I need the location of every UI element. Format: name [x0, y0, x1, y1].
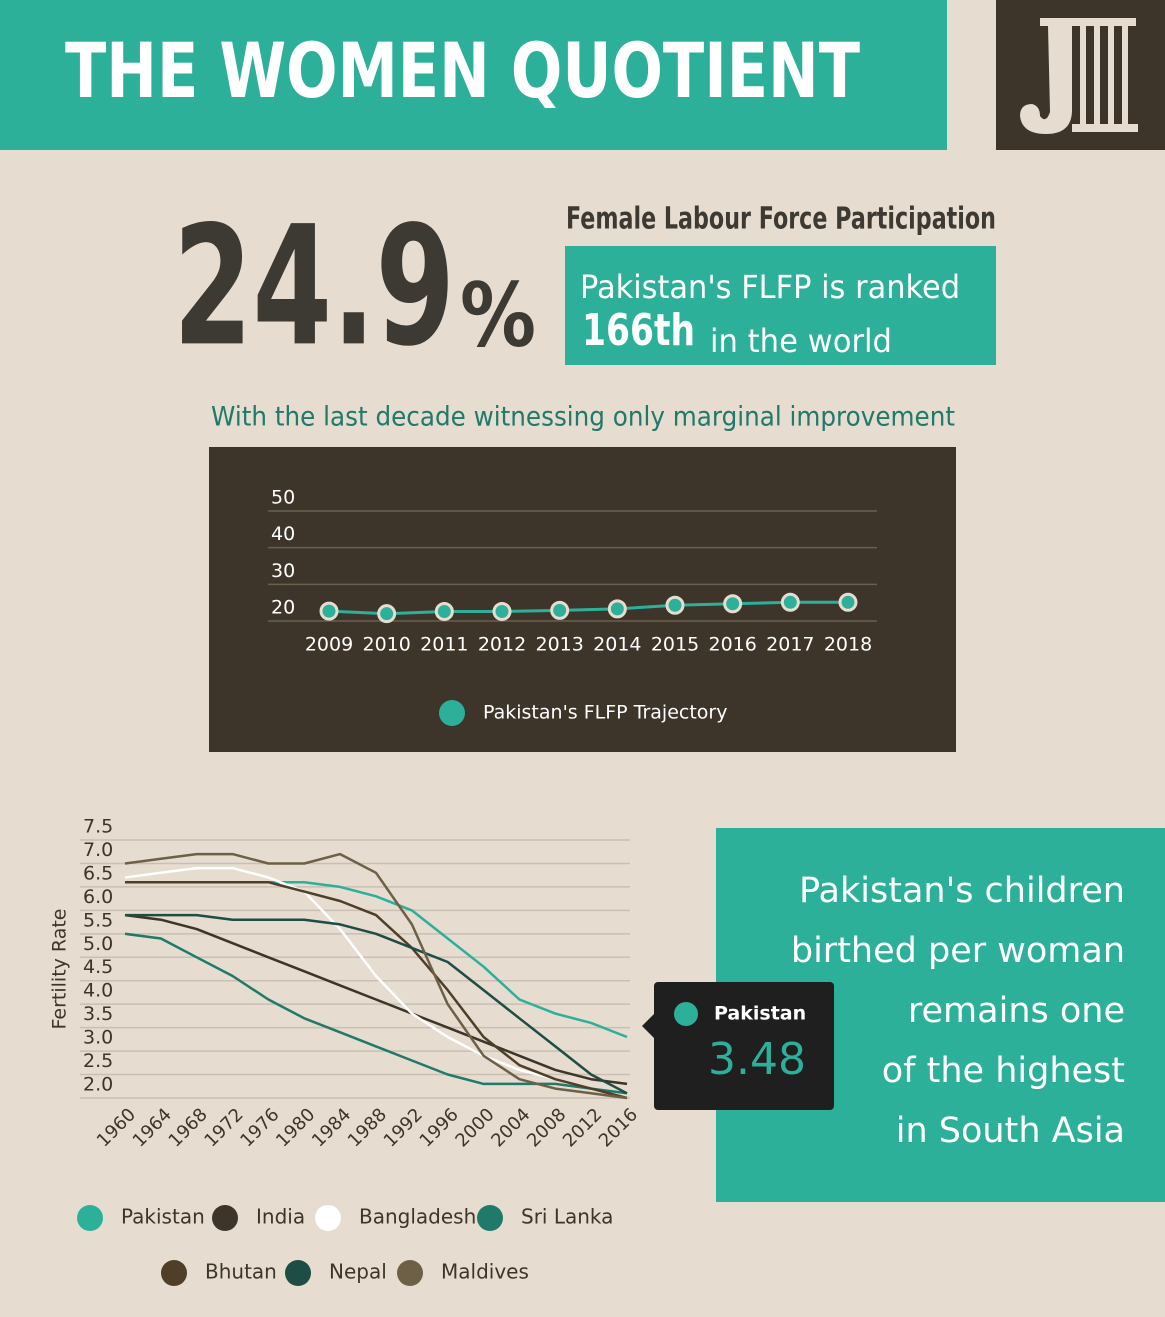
y-tick-label: 4.0	[83, 980, 113, 1002]
data-point	[319, 601, 339, 621]
legend-marker	[161, 1260, 187, 1286]
legend-label: Nepal	[329, 1260, 387, 1284]
logo	[996, 0, 1165, 150]
rank-value: 166th	[582, 305, 695, 356]
x-tick-label: 2017	[766, 634, 814, 656]
tooltip-value: 3.48	[708, 1034, 806, 1085]
data-point	[838, 592, 858, 612]
y-tick-label: 30	[271, 560, 295, 582]
legend-label: Maldives	[441, 1260, 529, 1284]
data-point	[780, 592, 800, 612]
y-tick-label: 50	[271, 487, 295, 509]
x-tick-label: 2013	[535, 634, 583, 656]
y-tick-label: 2.0	[83, 1074, 113, 1096]
y-tick-label: 7.0	[83, 839, 113, 861]
x-tick-label: 2011	[420, 634, 468, 656]
x-tick-label: 2010	[362, 634, 410, 656]
series-line	[125, 880, 628, 1100]
legend-marker	[397, 1260, 423, 1286]
legend-label: Pakistan	[121, 1205, 205, 1229]
legend-marker	[285, 1260, 311, 1286]
legend-marker	[439, 700, 465, 726]
tooltip-pointer	[642, 1014, 654, 1038]
legend-label: Bhutan	[205, 1260, 277, 1284]
y-tick-label: 20	[271, 597, 295, 619]
stat-value: 24.9	[173, 190, 455, 382]
data-point	[492, 601, 512, 621]
legend-label: Pakistan's FLFP Trajectory	[483, 702, 727, 724]
tooltip-name: Pakistan	[714, 1003, 806, 1025]
subtitle: With the last decade witnessing only mar…	[211, 402, 955, 433]
data-point	[723, 594, 743, 614]
series-line	[125, 913, 628, 1095]
series-line	[124, 932, 628, 1095]
data-point	[434, 601, 454, 621]
y-tick-label: 6.5	[83, 862, 113, 884]
legend-label: India	[256, 1205, 305, 1229]
tooltip: Pakistan 3.48	[642, 982, 834, 1110]
series-line	[124, 852, 628, 1100]
x-tick-label: 2014	[593, 634, 641, 656]
series-line	[124, 913, 628, 1086]
data-point	[377, 604, 397, 624]
legend-label: Sri Lanka	[521, 1205, 613, 1229]
header-title: THE WOMEN QUOTIENT	[65, 26, 860, 115]
series-line	[124, 866, 628, 1095]
tooltip-box	[654, 982, 834, 1110]
callout-line: in South Asia	[896, 1111, 1125, 1151]
callout-line: remains one	[908, 991, 1125, 1031]
series-line	[328, 600, 848, 616]
tooltip-marker	[674, 1002, 698, 1026]
data-point	[607, 599, 627, 619]
x-tick-label: 2012	[478, 634, 526, 656]
y-axis-label: Fertility Rate	[49, 909, 71, 1030]
callout-line: Pakistan's children	[799, 871, 1125, 911]
legend-label: Bangladesh	[359, 1205, 476, 1229]
y-tick-label: 5.0	[83, 933, 113, 955]
y-tick-label: 7.5	[83, 816, 113, 838]
y-tick-label: 5.5	[83, 909, 113, 931]
y-tick-label: 6.0	[83, 886, 113, 908]
x-tick-label: 2016	[708, 634, 756, 656]
stat-label: Female Labour Force Participation	[566, 202, 996, 237]
y-tick-label: 2.5	[83, 1050, 113, 1072]
rank-suffix: in the world	[710, 322, 892, 360]
header-band	[0, 0, 947, 150]
y-tick-label: 40	[271, 523, 295, 545]
y-tick-label: 4.5	[83, 956, 113, 978]
x-tick-label: 2009	[305, 634, 353, 656]
y-tick-label: 3.5	[83, 1003, 113, 1025]
callout-line: birthed per woman	[791, 931, 1125, 971]
data-point	[665, 595, 685, 615]
x-tick-label: 2015	[651, 634, 699, 656]
y-tick-label: 3.0	[83, 1027, 113, 1049]
legend-marker	[315, 1205, 341, 1231]
rank-text: Pakistan's FLFP is ranked	[580, 268, 960, 306]
legend-marker	[212, 1205, 238, 1231]
chart-panel	[209, 447, 956, 752]
legend-marker	[77, 1205, 103, 1231]
callout-line: of the highest	[882, 1051, 1125, 1091]
stat-unit: %	[460, 264, 536, 367]
legend-marker	[477, 1205, 503, 1231]
x-tick-label: 2018	[824, 634, 872, 656]
data-point	[550, 600, 570, 620]
rank-box	[565, 246, 996, 365]
